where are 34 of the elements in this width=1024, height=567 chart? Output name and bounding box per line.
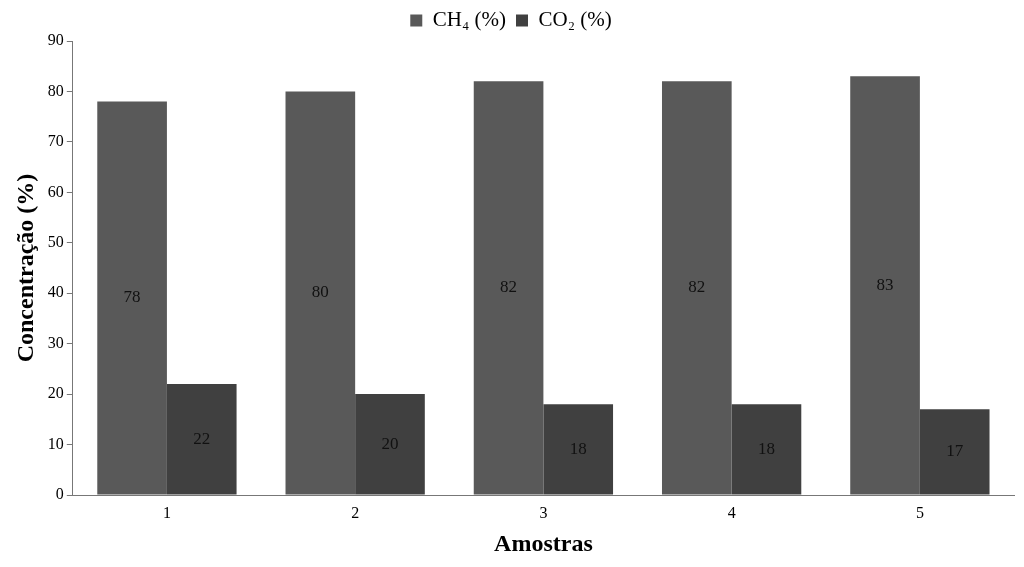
bar: [919, 409, 990, 495]
y-tick-label: 80: [47, 81, 64, 99]
y-tick-label: 70: [47, 132, 64, 150]
y-axis-title: Concentração (%): [11, 173, 38, 363]
x-axis-title: Amostras: [494, 529, 593, 556]
y-tick-label: 10: [47, 434, 64, 452]
data-label: 82: [500, 277, 518, 297]
y-tick-label: 40: [47, 283, 64, 301]
bar: [473, 81, 544, 495]
x-tick-label: 1: [162, 503, 171, 521]
y-tick-label: 20: [47, 384, 64, 402]
bar: [166, 384, 237, 495]
legend-label: CH₄ (%): [432, 7, 507, 32]
x-tick-label: 3: [539, 503, 548, 521]
y-tick-label: 0: [55, 485, 64, 503]
bar: [850, 76, 920, 495]
bar: [285, 91, 356, 495]
x-tick-label: 5: [915, 503, 924, 521]
y-tick-label: 50: [47, 232, 64, 250]
bar: [543, 404, 614, 495]
data-label: 83: [876, 274, 894, 294]
bar: [661, 81, 732, 495]
y-tick-label: 90: [47, 31, 64, 49]
legend-label: CO₂ (%): [538, 7, 612, 32]
bar: [97, 101, 167, 495]
x-tick-label: 2: [351, 503, 360, 521]
y-tick-label: 60: [47, 182, 64, 200]
bar: [355, 394, 425, 495]
y-tick-label: 30: [47, 333, 64, 351]
data-label: 80: [311, 282, 329, 302]
data-label: 78: [123, 287, 141, 307]
data-label: 82: [688, 277, 706, 297]
x-tick-label: 4: [727, 503, 736, 521]
bar: [731, 404, 802, 495]
